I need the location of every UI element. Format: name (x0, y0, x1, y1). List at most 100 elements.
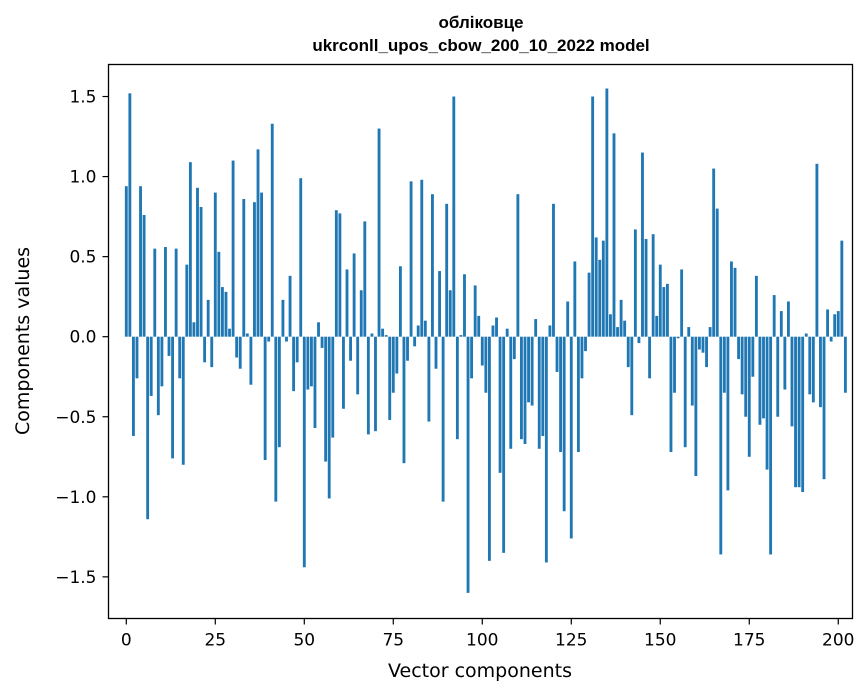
bar (580, 336, 584, 379)
bar (384, 335, 388, 337)
bar (630, 336, 634, 416)
bar (416, 325, 420, 337)
x-tick-label: 75 (382, 631, 404, 651)
bar (609, 314, 612, 337)
bar (178, 336, 182, 379)
bar (633, 229, 637, 337)
bar (616, 327, 619, 337)
bar (495, 317, 498, 337)
bar (395, 336, 399, 374)
bar (576, 336, 580, 452)
bar (245, 333, 249, 337)
bar (772, 295, 776, 337)
bar (256, 149, 260, 337)
bar (402, 336, 406, 464)
bar (594, 237, 598, 337)
bar (719, 336, 723, 555)
bar (712, 168, 716, 337)
bar (445, 203, 449, 337)
y-axis-ticks: −1.5 −1.0 −0.5 0.0 0.5 1.0 1.5 (55, 88, 109, 588)
bar (391, 336, 395, 393)
bar (363, 221, 367, 337)
bar (342, 336, 345, 409)
bar (626, 336, 630, 368)
bar (160, 336, 164, 387)
bar (452, 96, 456, 337)
bar (801, 336, 805, 493)
bar (555, 336, 559, 372)
bar (694, 336, 698, 476)
bar (530, 336, 534, 406)
bar (740, 336, 744, 395)
bar (687, 327, 691, 337)
bar (441, 336, 445, 502)
bar (733, 267, 737, 337)
bar (658, 264, 662, 337)
bar (220, 287, 224, 337)
bar (224, 291, 228, 337)
bar (544, 336, 548, 563)
bar (612, 133, 616, 337)
bar (683, 336, 687, 448)
bar (188, 162, 192, 337)
x-tick-label: 175 (733, 631, 765, 651)
bar (836, 311, 840, 337)
bar (260, 192, 263, 337)
bar (381, 328, 385, 337)
bar (569, 336, 573, 539)
bar (744, 336, 748, 417)
bar (833, 314, 837, 337)
bar (459, 335, 463, 337)
bar (285, 336, 288, 342)
bar (423, 320, 427, 337)
bar (267, 336, 271, 342)
bar (185, 264, 189, 337)
bar (477, 315, 481, 337)
bar (238, 336, 242, 369)
bar (541, 336, 545, 436)
bar (448, 290, 452, 337)
bar (146, 336, 150, 520)
bar (164, 247, 167, 337)
y-tick-label: −1.5 (55, 568, 96, 588)
bar (463, 274, 466, 337)
x-tick-label: 125 (555, 631, 587, 651)
bar (794, 336, 797, 488)
bar (758, 336, 762, 425)
bar (641, 152, 644, 337)
bar (334, 210, 338, 337)
bar (199, 207, 203, 337)
bar (680, 269, 684, 337)
chart-subtitle: ukrconll_upos_cbow_200_10_2022 model (312, 36, 649, 55)
bar (409, 181, 413, 337)
bar (655, 315, 659, 337)
bar (769, 336, 773, 555)
bar (406, 336, 409, 361)
bar (398, 266, 402, 337)
bar (491, 325, 495, 337)
bar (840, 240, 844, 337)
bar (505, 328, 509, 337)
bar (601, 240, 605, 337)
bar (359, 290, 363, 337)
y-tick-label: 0.5 (69, 248, 96, 268)
bar (171, 336, 174, 459)
bar (552, 203, 555, 337)
bar (370, 333, 374, 337)
bar (324, 336, 328, 462)
x-tick-label: 150 (644, 631, 676, 651)
bar (783, 336, 787, 390)
bar (726, 336, 730, 491)
bar (779, 311, 783, 337)
bar (698, 336, 701, 350)
bar (213, 192, 217, 337)
bar (690, 336, 694, 406)
bar (811, 336, 815, 403)
bar (331, 336, 335, 438)
x-axis-label: Vector components (388, 660, 572, 682)
bar (299, 178, 303, 337)
bar (196, 187, 199, 337)
bar (153, 248, 157, 337)
bar (142, 215, 146, 337)
bar (174, 248, 178, 337)
